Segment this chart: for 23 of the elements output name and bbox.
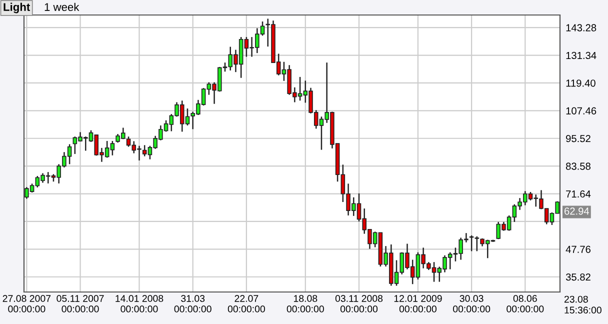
x-tick-label: 27.08 2007 00:00:00 <box>2 295 51 312</box>
x-tick-label: 30.03 00:00:00 <box>453 295 490 312</box>
x-tick-label: 12.01 2009 00:00:00 <box>394 295 442 312</box>
x-tick-label: 18.08 00:00:00 <box>286 295 324 312</box>
y-tick-label: 35.82 <box>566 273 590 281</box>
y-tick-label: 107.46 <box>566 107 596 114</box>
x-tick-label: 31.03 00:00:00 <box>174 295 212 312</box>
y-tick-label: 119.40 <box>566 80 596 87</box>
x-tick-label: 05.11 2007 00:00:00 <box>56 295 104 312</box>
text: 62.94 <box>564 208 590 215</box>
y-tick-label: 83.58 <box>566 162 590 170</box>
chart-subtitle: 1 week <box>44 2 80 11</box>
x-tick-label: 22.07 00:00:00 <box>228 295 265 312</box>
x-tick-label: 08.06 00:00:00 <box>506 295 544 312</box>
y-tick-label: 95.52 <box>566 134 590 142</box>
y-tick-label: 131.34 <box>566 52 596 60</box>
chart-title: Light <box>4 2 30 14</box>
text: 23.08 15:36:00 <box>564 296 602 314</box>
y-tick-label: 143.28 <box>566 24 596 32</box>
y-tick-label: 71.64 <box>566 190 591 198</box>
x-tick-label: 14.01 2008 00:00:00 <box>116 295 164 312</box>
x-tick-label: 03.11 2008 00:00:00 <box>335 295 383 312</box>
y-tick-label: 47.76 <box>566 246 590 253</box>
